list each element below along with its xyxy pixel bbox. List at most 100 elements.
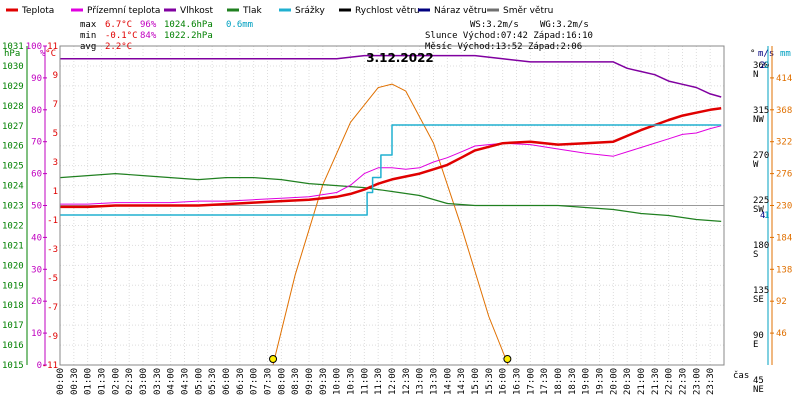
x-tick-label: 23:30	[706, 368, 716, 395]
x-tick-label: 02:00	[111, 368, 121, 395]
direction-tick-degree: 90	[753, 331, 764, 341]
chart-legend: Teplota Přízemní teplota Vlhkost Tlak Srážky…	[6, 6, 553, 16]
x-tick-label: 01:00	[84, 368, 94, 395]
pressure-tick-label: 1019	[2, 281, 24, 291]
x-tick-label: 03:00	[139, 368, 149, 395]
plot-frame	[59, 45, 725, 366]
temperature-tick-label: -3	[47, 245, 58, 255]
humidity-tick-label: 60	[31, 170, 42, 180]
direction-tick-letter: NW	[753, 115, 764, 125]
direction-tick-degree: 270	[753, 151, 769, 161]
pressure-tick-label: 1023	[2, 202, 24, 212]
x-tick-label: 18:30	[568, 368, 578, 395]
pressure-tick-label: 1018	[2, 301, 24, 311]
x-tick-label: 08:30	[291, 368, 301, 395]
pressure-tick-label: 1016	[2, 341, 24, 351]
x-tick-label: 16:30	[513, 368, 523, 395]
stats-min-temperature: -0.1°C	[105, 31, 138, 41]
x-tick-label: 17:30	[540, 368, 550, 395]
legend-label: Rychlost větru	[355, 6, 420, 16]
direction-tick-degree: 45	[753, 376, 764, 386]
x-tick-label: 16:00	[499, 368, 509, 395]
pressure-tick-label: 1029	[2, 82, 24, 92]
humidity-tick-label: 90	[31, 74, 42, 84]
humidity-tick-label: 80	[31, 106, 42, 116]
rain-axis-label: mm	[780, 49, 791, 59]
stats-wind-speed: WS:3.2m/s	[470, 20, 519, 30]
legend-label: Směr větru	[503, 6, 553, 16]
solar-tick-label: 230	[776, 202, 792, 212]
x-tick-label: 20:30	[623, 368, 633, 395]
x-tick-label: 15:30	[485, 368, 495, 395]
direction-tick-degree: 180	[753, 241, 769, 251]
stats-avg-temperature: 2.2°C	[105, 42, 132, 52]
humidity-series-line	[60, 54, 722, 98]
x-tick-label: 11:00	[360, 368, 370, 395]
legend-label: Přízemní teplota	[87, 6, 160, 16]
rain-tick-label: 1	[764, 211, 769, 221]
x-tick-label: 11:30	[374, 368, 384, 395]
temperature-tick-label: 1	[53, 187, 58, 197]
x-tick-label: 05:30	[208, 368, 218, 395]
direction-tick-degree: 360	[753, 61, 769, 71]
humidity-tick-label: 30	[31, 265, 42, 275]
direction-axis-label: °	[750, 49, 755, 59]
pressure-tick-label: 1026	[2, 142, 24, 152]
solar-tick-label: 92	[776, 297, 787, 307]
rain-series-line	[60, 124, 722, 216]
direction-tick-letter: NE	[753, 385, 764, 395]
pressure-tick-label: 1015	[2, 361, 24, 371]
pressure-tick-label: 1030	[2, 62, 24, 72]
temperature-tick-label: 7	[53, 100, 58, 110]
x-tick-label: 12:30	[402, 368, 412, 395]
direction-tick-degree: 315	[753, 106, 769, 116]
x-tick-label: 03:30	[153, 368, 163, 395]
legend-label: Tlak	[242, 6, 263, 16]
stats-sun-times: Slunce Východ:07:42 Západ:16:10	[425, 31, 593, 41]
temperature-tick-label: -5	[47, 274, 58, 284]
temperature-series-line	[60, 107, 722, 209]
stats-max-humidity: 96%	[140, 20, 157, 30]
temperature-tick-label: -7	[47, 303, 58, 313]
wind-tick-label: 2	[760, 61, 765, 71]
temperature-tick-label: 11	[47, 42, 58, 52]
pressure-tick-label: 1028	[2, 102, 24, 112]
stats-min-humidity: 84%	[140, 31, 157, 41]
sunset-marker	[503, 355, 512, 363]
direction-tick-letter: SW	[753, 205, 764, 215]
x-tick-label: 00:00	[56, 368, 66, 395]
direction-tick-letter: N	[753, 70, 758, 80]
solar-tick-label: 368	[776, 106, 792, 116]
stats-min-label: min	[80, 31, 96, 41]
direction-tick-degree: 135	[753, 286, 769, 296]
pressure-tick-label: 1024	[2, 182, 24, 192]
solar-tick-label: 276	[776, 170, 792, 180]
x-tick-label: 10:30	[347, 368, 357, 395]
stats-max-temperature: 6.7°C	[105, 20, 132, 30]
temperature-tick-label: -9	[47, 332, 58, 342]
chart-title: 3.12.2022	[366, 51, 434, 65]
humidity-tick-label: 70	[31, 138, 42, 148]
temperature-tick-label: -1	[47, 216, 58, 226]
temperature-axis-label: °C	[45, 49, 56, 59]
x-tick-label: 02:30	[125, 368, 135, 395]
x-tick-label: 04:30	[181, 368, 191, 395]
temperature-tick-label: 9	[53, 71, 58, 81]
pressure-tick-label: 1031	[2, 42, 24, 52]
x-axis-label: čas	[733, 370, 749, 381]
solar-tick-label: 46	[776, 329, 787, 339]
direction-tick-letter: E	[753, 340, 758, 350]
chart-plot-area	[59, 54, 722, 366]
rain-tick-label: 2	[764, 61, 769, 71]
humidity-tick-label: 40	[31, 233, 42, 243]
stats-min-pressure: 1022.2hPa	[164, 31, 213, 41]
humidity-tick-label: 0	[37, 361, 42, 371]
stats-moon-times: Měsíc Východ:13:52 Západ:2:06	[425, 42, 582, 52]
sunrise-marker	[269, 355, 278, 363]
wind-axis-label: m/s	[758, 49, 774, 59]
chart-stats: max 6.7°C 96% 1024.6hPa 0.6mm min -0.1°C 84% 102…	[80, 20, 593, 52]
x-tick-label: 14:00	[443, 368, 453, 395]
pressure-axis-label: hPa	[4, 49, 20, 59]
stats-wind-gust: WG:3.2m/s	[540, 20, 589, 30]
